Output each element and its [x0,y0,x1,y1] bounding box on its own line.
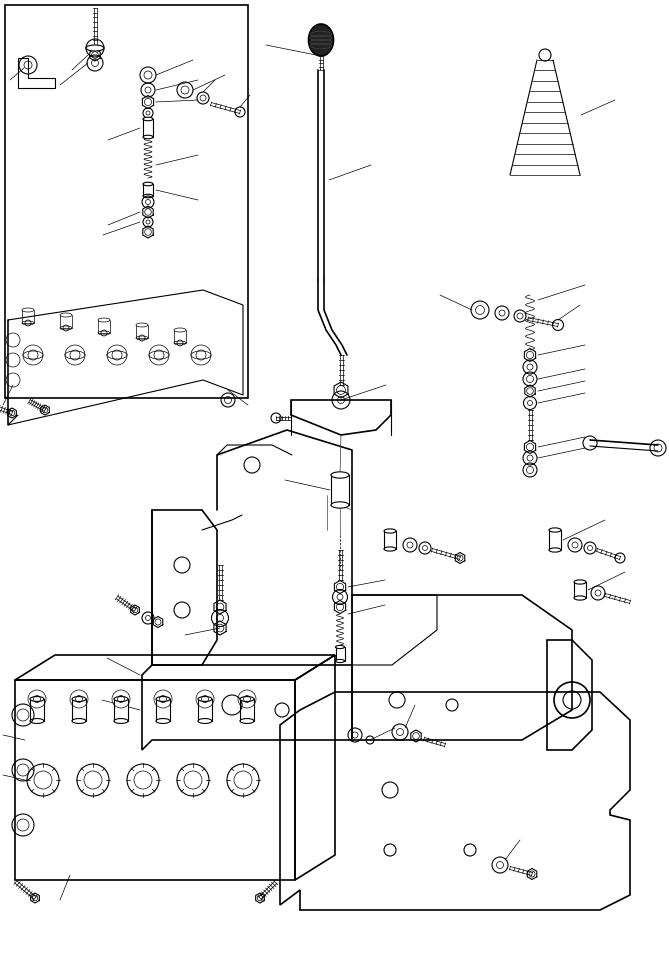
Bar [331,475,349,505]
Ellipse shape [22,308,34,312]
Ellipse shape [198,719,212,724]
Ellipse shape [143,118,153,120]
Ellipse shape [30,719,44,724]
Ellipse shape [60,313,72,317]
Ellipse shape [114,697,128,702]
Ellipse shape [574,596,586,600]
Ellipse shape [240,697,254,702]
Bar [240,699,254,721]
Ellipse shape [308,24,334,56]
Ellipse shape [143,194,153,198]
Bar [384,531,396,549]
Bar [574,582,586,598]
Ellipse shape [549,528,561,532]
Ellipse shape [384,529,396,533]
Ellipse shape [174,328,186,332]
Ellipse shape [198,697,212,702]
Bar [335,647,345,661]
Bar [143,119,153,137]
Ellipse shape [156,719,170,724]
Ellipse shape [30,697,44,702]
Ellipse shape [86,45,104,51]
Bar [549,530,561,550]
Ellipse shape [335,645,345,648]
Ellipse shape [143,135,153,139]
Bar [72,699,86,721]
Ellipse shape [72,697,86,702]
Bar [30,699,44,721]
Ellipse shape [143,183,153,185]
Ellipse shape [72,719,86,724]
Ellipse shape [574,580,586,584]
Bar [143,184,153,196]
Bar [156,699,170,721]
Bar [198,699,212,721]
Ellipse shape [549,548,561,553]
Ellipse shape [331,472,349,478]
Ellipse shape [240,719,254,724]
Ellipse shape [114,719,128,724]
Bar [114,699,128,721]
Ellipse shape [136,323,148,327]
Bar [15,680,295,880]
Ellipse shape [156,697,170,702]
Ellipse shape [331,502,349,509]
Bar [5,5,248,398]
Ellipse shape [335,660,345,663]
Ellipse shape [384,547,396,551]
Ellipse shape [98,318,110,322]
